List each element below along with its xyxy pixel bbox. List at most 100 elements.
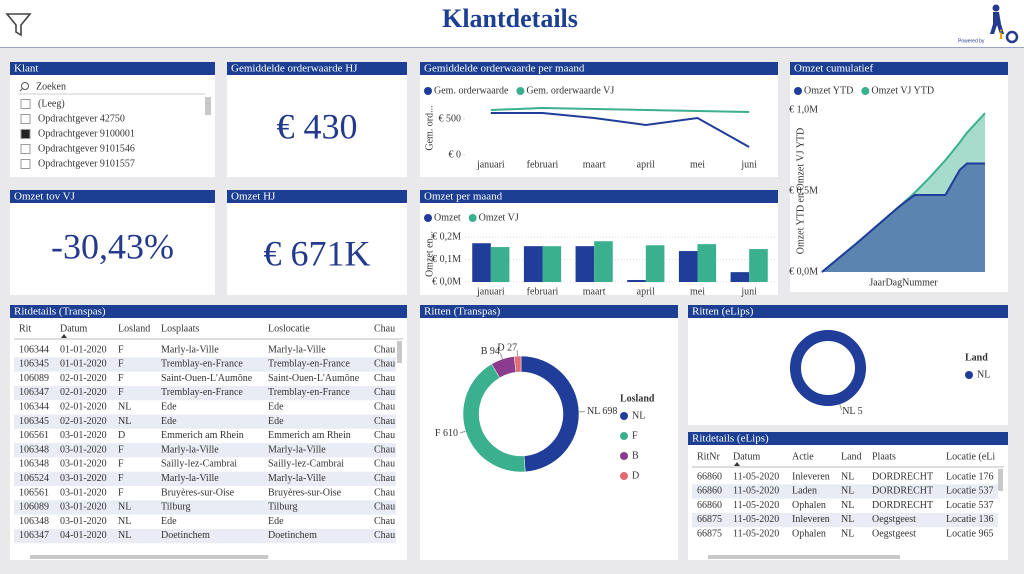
table-cell: 03-01-2020 [60, 444, 107, 455]
legend-marker [620, 412, 628, 420]
panel-header [420, 305, 678, 318]
column-header[interactable]: Rit [19, 323, 31, 334]
table-cell: NL [841, 528, 854, 539]
table-cell: 02-01-2020 [60, 416, 107, 427]
table-cell: Chau [374, 444, 395, 455]
legend-label: NL [632, 410, 645, 421]
bar [678, 251, 698, 282]
table-cell: Tremblay-en-France [161, 387, 243, 398]
y-axis-label: Omzet en... [424, 231, 435, 277]
table-cell: 106347 [19, 530, 49, 541]
table-cell: Bruyères-sur-Oise [161, 487, 235, 498]
row-band [14, 414, 396, 429]
data-label: NL 698 [587, 406, 617, 417]
legend-marker [468, 214, 477, 222]
y-tick-label: € 0,1M [432, 254, 461, 265]
column-header[interactable]: RitNr [697, 451, 720, 462]
table-cell: 106348 [19, 444, 49, 455]
table-cell: 03-01-2020 [60, 459, 107, 470]
table-cell: 106345 [19, 416, 49, 427]
table-cell: Chau [374, 502, 395, 513]
search-box[interactable]: Zoeken [36, 81, 66, 92]
page-title: Klantdetails [442, 4, 578, 33]
leader-line [459, 430, 466, 434]
column-header[interactable]: Actie [792, 451, 814, 462]
column-header[interactable]: Loslocatie [268, 323, 310, 334]
x-tick-label: maart [583, 159, 606, 170]
slicer-item[interactable]: Opdrachtgever 9100001 [38, 128, 135, 139]
column-header[interactable]: Land [841, 451, 862, 462]
column-header[interactable]: Chau [374, 323, 395, 334]
table-cell: 11-05-2020 [733, 500, 779, 511]
table-cell: D [118, 430, 125, 441]
scrollbar [998, 469, 1003, 491]
legend-label: Omzet VJ YTD [871, 85, 934, 96]
y-tick-label: € 0,0M [432, 276, 461, 287]
panel-header [688, 432, 1008, 445]
table-cell: Oegstgeest [872, 514, 916, 525]
slicer-item[interactable]: Opdrachtgever 9101557 [38, 158, 135, 169]
checkbox[interactable] [20, 99, 31, 109]
table-cell: Ede [161, 401, 177, 412]
table-cell: NL [118, 530, 131, 541]
legend-marker [424, 87, 432, 95]
slicer-item[interactable]: Opdrachtgever 9101546 [38, 143, 135, 154]
table-cell: NL [118, 502, 131, 513]
filter-icon[interactable] [5, 13, 32, 37]
table-cell: Doetinchem [268, 530, 317, 541]
card-value: -30,43% [51, 226, 174, 266]
table-cell: 66875 [697, 514, 722, 525]
table-cell: NL [841, 471, 854, 482]
table-cell: Tilburg [161, 502, 190, 513]
row-band [14, 528, 396, 544]
checkbox[interactable] [20, 159, 31, 169]
table-cell: 01-01-2020 [60, 359, 107, 370]
table-cell: Chau [374, 487, 395, 498]
table-cell: F [118, 444, 124, 455]
row-band [14, 471, 396, 486]
legend-title: Land [965, 352, 988, 363]
table-cell: Marly-la-Ville [161, 473, 219, 484]
line-series [490, 106, 750, 114]
panel-title: Gemiddelde orderwaarde per maand [424, 63, 585, 75]
checkbox[interactable] [20, 114, 31, 124]
x-tick-label: april [637, 159, 656, 170]
slicer-item[interactable]: (Leeg) [38, 98, 65, 109]
column-header[interactable]: Losplaats [161, 323, 199, 334]
x-tick-label: februari [527, 286, 559, 297]
column-header[interactable]: Plaats [872, 451, 896, 462]
column-header[interactable]: Locatie (eLi [946, 451, 995, 462]
checkbox[interactable] [20, 144, 31, 154]
h-scrollbar [708, 555, 900, 559]
row-band [14, 385, 396, 401]
table-cell: Tremblay-en-France [161, 359, 243, 370]
table: 106344 01-01-2020 F Marly-la-Ville Marly-la-… [14, 323, 396, 544]
leader-line [839, 403, 843, 411]
slicer-item[interactable]: Opdrachtgever 42750 [38, 113, 125, 124]
bar [575, 246, 595, 282]
bar [594, 241, 613, 282]
table-cell: 01-01-2020 [60, 344, 107, 355]
table-cell: Chau [374, 401, 395, 412]
data-label: B 94 [481, 346, 500, 357]
column-header[interactable]: Datum [733, 451, 760, 462]
table-cell: 66860 [697, 471, 722, 482]
table-cell: NL [841, 500, 854, 511]
checkbox[interactable] [20, 129, 31, 139]
table-cell: 11-05-2020 [733, 528, 779, 539]
table-cell: Ede [161, 516, 177, 527]
legend-label: D [632, 470, 639, 481]
table-cell: Marly-la-Ville [268, 444, 326, 455]
table-cell: Marly-la-Ville [268, 473, 326, 484]
table-cell: 106348 [19, 516, 49, 527]
legend-label: Gem. orderwaarde VJ [526, 85, 614, 96]
table-cell: Inleveren [792, 514, 830, 525]
panel [227, 190, 407, 295]
column-header[interactable]: Losland [118, 323, 150, 334]
table-cell: 03-01-2020 [60, 430, 107, 441]
h-scrollbar [30, 555, 269, 559]
table-cell: 02-01-2020 [60, 387, 107, 398]
column-header[interactable]: Datum [60, 323, 87, 334]
table-cell: 106524 [19, 473, 49, 484]
table-cell: NL [841, 486, 854, 497]
